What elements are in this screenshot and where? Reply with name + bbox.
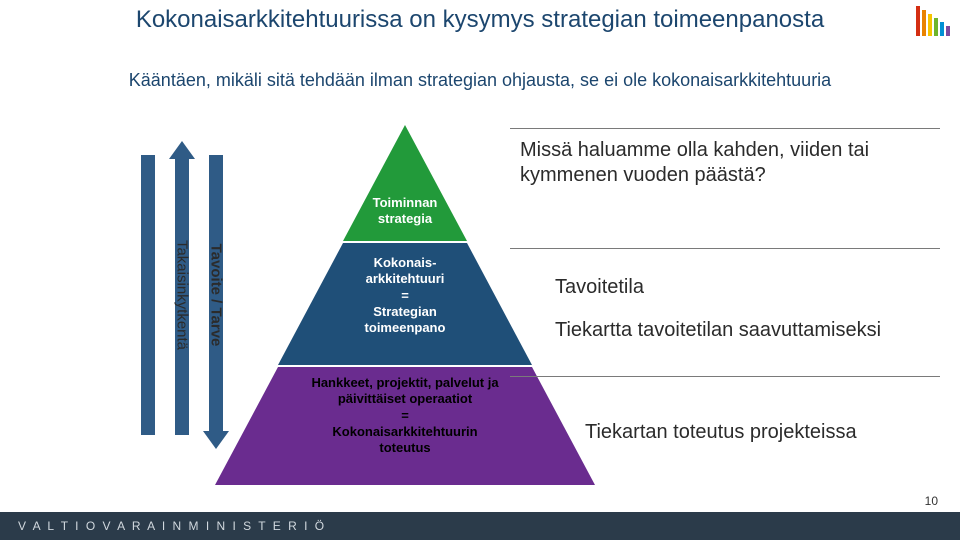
annotation-4: Tiekartan toteutus projekteissa bbox=[585, 420, 857, 445]
slide-root: Kokonaisarkkitehtuurissa on kysymys stra… bbox=[0, 0, 960, 540]
divider-1 bbox=[510, 128, 940, 129]
arrowhead-up-icon bbox=[169, 141, 195, 159]
annotation-2: Tavoitetila bbox=[555, 275, 644, 300]
footer-text: V A L T I O V A R A I N M I N I S T E R … bbox=[18, 519, 326, 533]
slide-title: Kokonaisarkkitehtuurissa on kysymys stra… bbox=[0, 6, 960, 35]
arrow-label-near: Takaisinkytkentä bbox=[174, 240, 191, 350]
left-bar-up: Takaisinkytkentä bbox=[169, 145, 195, 445]
pyramid-diagram: Toiminnan strategia Kokonais-arkkitehtuur… bbox=[265, 125, 545, 485]
page-number: 10 bbox=[925, 494, 938, 508]
arrow-label-far: Tavoite / Tarve bbox=[208, 244, 225, 347]
pyramid-tier-label: Kokonais-arkkitehtuuri=Strategiantoimeen… bbox=[283, 255, 527, 336]
pyramid-tier-label: Hankkeet, projektit, palvelut japäivittä… bbox=[220, 375, 590, 456]
slide-subtitle: Kääntäen, mikäli sitä tehdään ilman stra… bbox=[0, 70, 960, 91]
vertical-bar bbox=[141, 155, 155, 435]
divider-3 bbox=[510, 376, 940, 377]
pyramid-tier-label: Toiminnan strategia bbox=[348, 195, 462, 228]
left-bar-plain bbox=[135, 145, 161, 445]
divider-2 bbox=[510, 248, 940, 249]
annotation-3: Tiekartta tavoitetilan saavuttamiseksi bbox=[555, 318, 881, 343]
annotation-1: Missä haluamme olla kahden, viiden tai k… bbox=[520, 138, 920, 188]
footer-bar: V A L T I O V A R A I N M I N I S T E R … bbox=[0, 512, 960, 540]
